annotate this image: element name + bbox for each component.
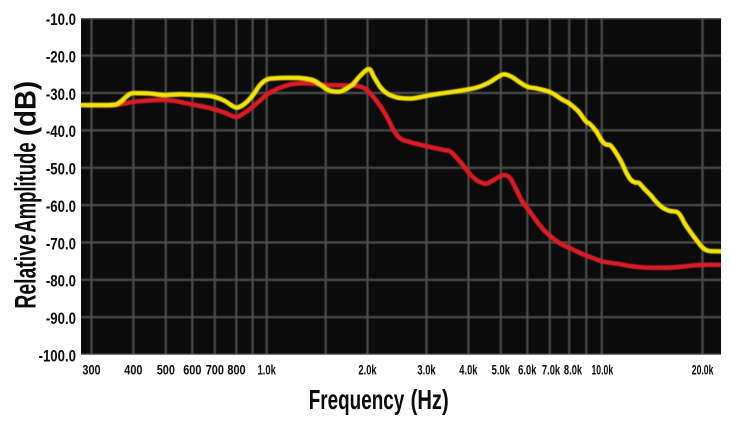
svg-text:20.0k: 20.0k: [692, 363, 714, 379]
svg-text:500: 500: [157, 362, 175, 378]
svg-text:Frequency: Frequency: [309, 384, 405, 416]
svg-text:-90.0: -90.0: [46, 310, 76, 329]
svg-text:Relative: Relative: [9, 234, 42, 308]
svg-text:Amplitude: Amplitude: [9, 142, 43, 232]
svg-text:400: 400: [124, 362, 142, 378]
svg-text:6.0k: 6.0k: [518, 362, 537, 378]
svg-text:300: 300: [82, 362, 100, 378]
svg-text:-100.0: -100.0: [39, 347, 76, 366]
svg-text:-30.0: -30.0: [46, 85, 76, 104]
svg-text:-50.0: -50.0: [46, 160, 76, 179]
svg-text:1.0k: 1.0k: [258, 362, 277, 378]
svg-text:2.0k: 2.0k: [358, 362, 377, 378]
svg-text:10.0k: 10.0k: [591, 363, 613, 379]
svg-text:8.0k: 8.0k: [564, 362, 583, 378]
svg-text:4.0k: 4.0k: [459, 362, 478, 378]
svg-text:700: 700: [206, 362, 224, 378]
svg-text:7.0k: 7.0k: [542, 362, 561, 378]
svg-text:5.0k: 5.0k: [492, 362, 511, 378]
svg-text:-70.0: -70.0: [46, 235, 76, 254]
svg-text:800: 800: [227, 362, 245, 378]
svg-text:(dB): (dB): [9, 81, 42, 136]
svg-text:-60.0: -60.0: [46, 198, 76, 217]
svg-text:-40.0: -40.0: [46, 123, 76, 142]
svg-text:-80.0: -80.0: [46, 272, 76, 291]
svg-text:-20.0: -20.0: [46, 48, 76, 67]
svg-text:3.0k: 3.0k: [417, 362, 436, 378]
svg-text:(Hz): (Hz): [411, 385, 449, 416]
svg-text:-10.0: -10.0: [46, 11, 76, 30]
svg-text:600: 600: [183, 362, 201, 378]
